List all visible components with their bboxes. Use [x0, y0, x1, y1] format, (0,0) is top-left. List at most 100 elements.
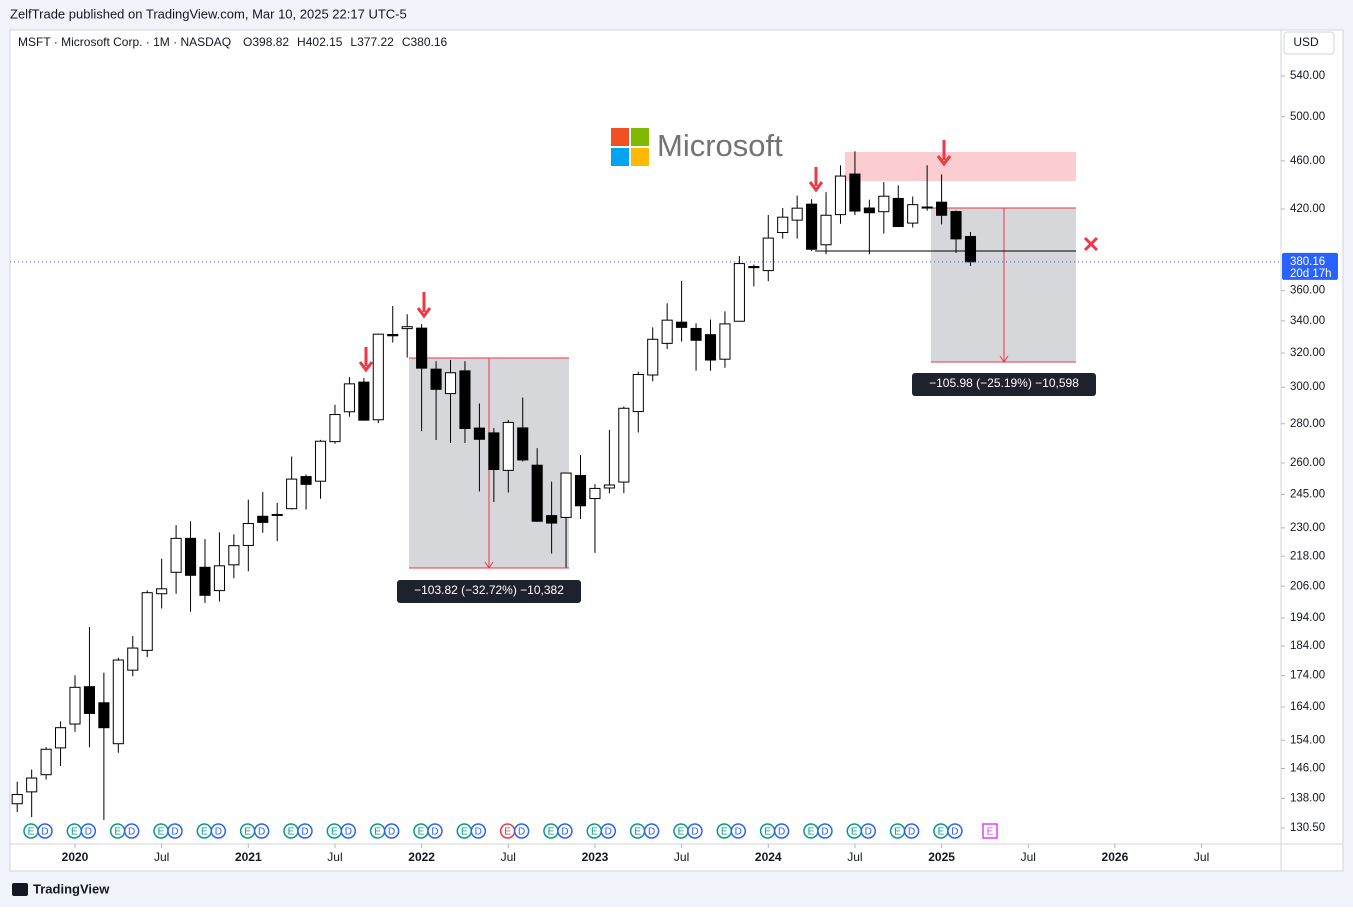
dividend-icon [643, 823, 660, 839]
candle-body [170, 537, 182, 573]
dividend-icon-label: D [85, 827, 92, 838]
earnings-icon [982, 823, 998, 839]
logo-text: Microsoft [657, 128, 783, 163]
earnings-icon-label: E [504, 827, 511, 838]
candle-body [546, 515, 558, 524]
y-tick-label: 360.00 [1290, 285, 1325, 297]
y-tick-label: 218.00 [1290, 550, 1325, 562]
dividend-icon-label: D [388, 827, 395, 838]
dividend-icon-label: D [778, 827, 785, 838]
dividend-icon [80, 823, 97, 839]
dividend-icon [123, 823, 140, 839]
measure-label: −103.82 (−32.72%) −10,382 [414, 583, 564, 597]
footer-brand: TradingView [33, 881, 110, 896]
dividend-icon [557, 823, 573, 839]
resistance-zone [845, 152, 1076, 181]
x-tick-label: Jul [327, 850, 342, 864]
candle-body [184, 537, 197, 576]
candle-body [26, 777, 38, 793]
candle-body [257, 515, 269, 523]
candle-body [574, 475, 587, 507]
x-tick-label: 2021 [235, 850, 262, 864]
candle-body [936, 201, 948, 216]
candle-body [300, 476, 312, 485]
candle-body [329, 414, 341, 443]
y-tick-label: 245.00 [1290, 488, 1325, 500]
earnings-icon-label: E [634, 827, 641, 838]
candle-body [748, 266, 760, 269]
currency-box[interactable] [1283, 31, 1335, 55]
countdown: 20d 17h [1290, 268, 1332, 280]
dividend-icon [427, 823, 443, 839]
dividend-icon [470, 823, 487, 839]
dividend-icon-label: D [215, 827, 222, 838]
dividend-icon-label: D [648, 827, 655, 838]
candle-body [83, 686, 95, 714]
measure-label: −105.98 (−25.19%) −10,598 [929, 376, 1079, 390]
candle-body [618, 407, 630, 483]
currency: USD [1293, 35, 1319, 49]
ohlc-key: O [243, 35, 252, 49]
dividend-icon-label: D [41, 827, 48, 838]
earnings-icon-label: E [721, 827, 728, 838]
candle-body [517, 427, 529, 461]
x-tick-label: Jul [847, 850, 862, 864]
y-tick-label: 500.00 [1290, 111, 1325, 123]
measure-arrow-head [999, 355, 1009, 363]
candle-body [228, 545, 240, 566]
x-tick-label: Jul [674, 850, 689, 864]
dividend-icon-label: D [475, 827, 482, 838]
last-price-label: 380.16 [1290, 256, 1325, 268]
dividend-icon [37, 823, 53, 839]
earnings-icon-label: E [591, 827, 598, 838]
dividend-icon-label: D [171, 827, 178, 838]
earnings-icon-label: E [808, 827, 815, 838]
x-tick-label: 2022 [408, 850, 435, 864]
earnings-icon-label: E [418, 827, 425, 838]
earnings-icon-label: E [244, 827, 251, 838]
candle-body [849, 173, 861, 212]
candle-body [401, 326, 413, 330]
dividend-icon-label: D [691, 827, 698, 838]
candle-body [502, 421, 514, 471]
y-tick-label: 164.00 [1290, 701, 1325, 713]
candle-body [199, 566, 211, 596]
earnings-icon-label: E [851, 827, 858, 838]
dividend-icon-label: D [431, 827, 438, 838]
candle-body [358, 381, 370, 421]
dividend-icon [513, 823, 530, 839]
x-tick-label: Jul [1021, 850, 1036, 864]
y-tick-label: 420.00 [1290, 203, 1325, 215]
logo [611, 128, 649, 166]
candle-body [314, 440, 327, 482]
candle-body [907, 204, 919, 224]
ohlc-value: 380.16 [410, 35, 447, 49]
candle-body [632, 373, 644, 413]
y-tick-label: 174.00 [1290, 670, 1325, 682]
earnings-icon-label: E [938, 827, 945, 838]
y-tick-label: 138.00 [1290, 792, 1325, 804]
measure-label-box [397, 580, 581, 603]
candle-body [54, 727, 67, 749]
candle-body [387, 333, 399, 337]
candle-body [806, 203, 818, 250]
dividend-icon [210, 823, 227, 839]
y-tick-label: 260.00 [1290, 457, 1325, 469]
candle-body [69, 686, 81, 725]
ohlc-key: C [402, 35, 411, 49]
ohlc-key: L [350, 35, 357, 49]
candle-body [603, 484, 615, 489]
ohlc-value: 398.82 [252, 35, 289, 49]
y-tick-label: 540.00 [1290, 70, 1325, 82]
earnings-icon-label: E [987, 827, 994, 838]
candle-body [791, 207, 803, 221]
candle-body [488, 432, 500, 471]
measure-label-box [912, 373, 1096, 396]
earnings-icon-label: E [288, 827, 295, 838]
earnings-icon-label: E [28, 827, 35, 838]
y-tick-label: 146.00 [1290, 763, 1325, 775]
candle-body [690, 327, 702, 341]
candle-body [820, 214, 832, 246]
earnings-icon-label: E [331, 827, 338, 838]
